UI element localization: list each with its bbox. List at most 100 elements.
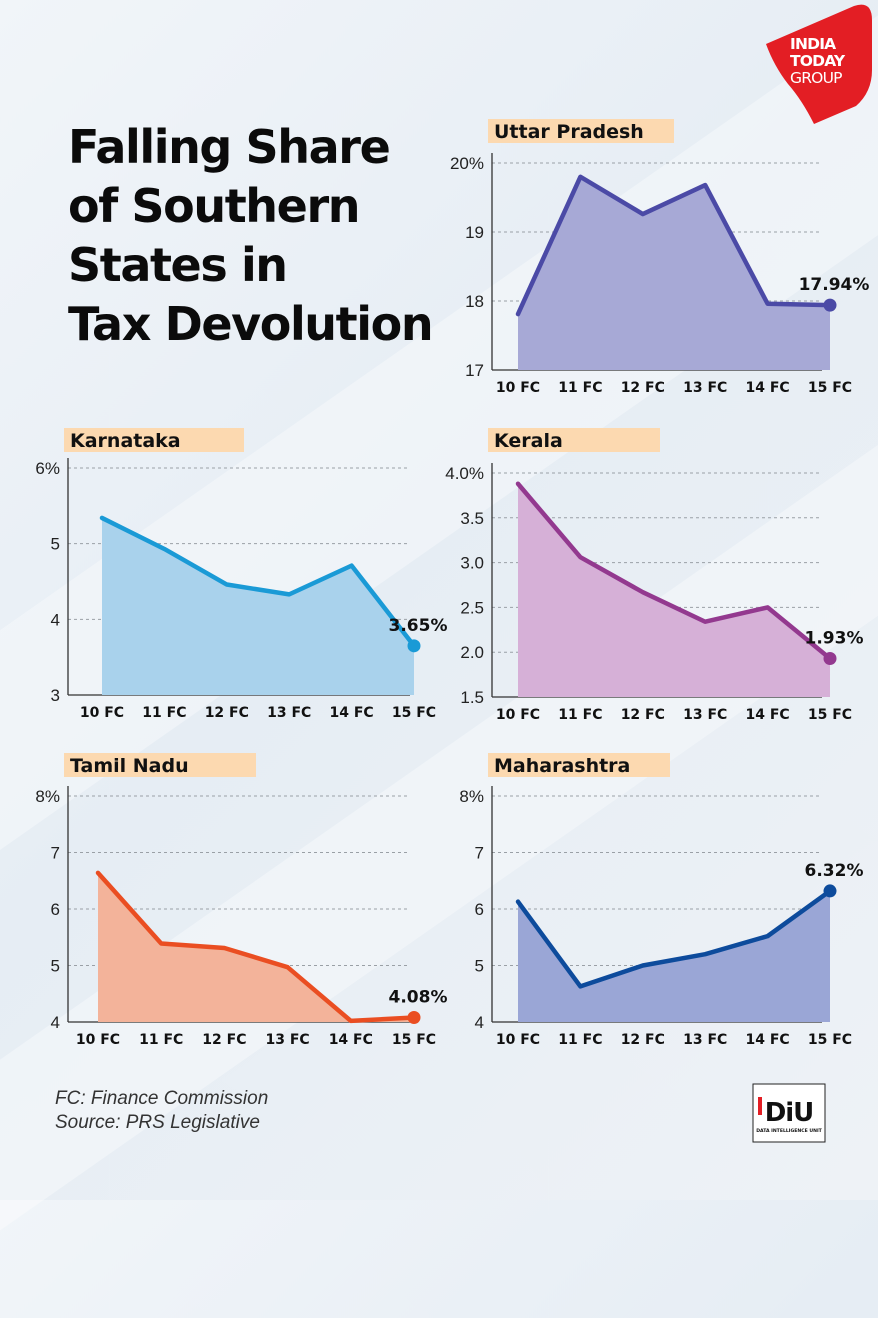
x-tick-label: 13 FC (683, 380, 727, 396)
footnote: FC: Finance Commission Source: PRS Legis… (55, 1087, 268, 1135)
end-point-marker (407, 639, 421, 653)
logo-line-2: TODAY (790, 52, 846, 70)
y-tick-label: 7 (51, 844, 60, 863)
title-line: Falling Share (68, 120, 391, 174)
diu-logo-frame (752, 1083, 826, 1143)
chart-title-highlight (488, 119, 674, 143)
x-tick-label: 15 FC (808, 1032, 852, 1048)
chart-title: Karnataka (70, 430, 181, 452)
chart-uttar-pradesh: Uttar Pradesh 17 18 19 20% 17.94% 10 FC 11 FC 12… (450, 119, 869, 396)
data-label: 3.65% (389, 616, 448, 636)
x-tick-label: 11 FC (142, 705, 186, 721)
y-tick-label: 4 (51, 610, 60, 629)
x-tick-label: 14 FC (329, 705, 373, 721)
x-tick-label: 10 FC (496, 707, 540, 723)
diu-logo-subtext: DATA INTELLIGENCE UNIT (756, 1128, 822, 1134)
chart-kerala: Kerala 1.5 2.0 2.5 3.0 3.5 4.0% 1.93% 10 FC 11 FC… (445, 428, 863, 723)
chart-maharashtra: Maharashtra 4 5 6 7 8% 6.32% 10 FC 11 FC 12 FC 13 … (459, 753, 863, 1048)
series-area (518, 890, 830, 1022)
chart-tamil-nadu: Tamil Nadu 4 5 6 7 8% 4.08% 10 FC 11 FC 12 FC 13 F… (35, 753, 448, 1048)
y-tick-label: 8% (35, 787, 60, 806)
end-point-marker (823, 884, 837, 898)
x-tick-label: 11 FC (558, 1032, 602, 1048)
x-tick-label: 12 FC (202, 1032, 246, 1048)
x-tick-label: 12 FC (621, 1032, 665, 1048)
title-line: States in (68, 238, 288, 292)
series-line (515, 481, 833, 661)
series-line (515, 174, 833, 317)
y-tick-label: 6 (475, 900, 484, 919)
x-tick-label: 11 FC (139, 1032, 183, 1048)
y-tick-label: 2.5 (460, 598, 484, 617)
end-point-marker (823, 298, 837, 312)
end-point-marker (407, 1010, 421, 1024)
data-label: 17.94% (799, 275, 870, 295)
y-tick-label: 4 (51, 1013, 60, 1032)
y-tick-label: 6 (51, 900, 60, 919)
y-tick-label: 5 (51, 957, 60, 976)
y-tick-label: 8% (459, 787, 484, 806)
diu-logo-text: DiU (765, 1098, 814, 1128)
series-line (99, 515, 417, 649)
data-label: 1.93% (805, 628, 864, 648)
chart-title: Tamil Nadu (70, 755, 189, 777)
x-tick-label: 11 FC (558, 380, 602, 396)
y-tick-label: 5 (51, 535, 60, 554)
title-line: Tax Devolution (68, 297, 434, 351)
x-tick-label: 15 FC (392, 705, 436, 721)
logo-badge (766, 4, 872, 124)
footnote-definition: FC: Finance Commission (55, 1088, 269, 1109)
x-tick-label: 15 FC (392, 1032, 436, 1048)
y-tick-label: 4 (475, 1013, 484, 1032)
x-tick-label: 14 FC (329, 1032, 373, 1048)
y-tick-label: 3.0 (460, 554, 484, 573)
x-tick-label: 10 FC (496, 1032, 540, 1048)
x-tick-label: 10 FC (80, 705, 124, 721)
series-area (518, 483, 830, 697)
x-tick-label: 14 FC (745, 707, 789, 723)
y-tick-label: 2.0 (460, 643, 484, 662)
x-tick-label: 15 FC (808, 380, 852, 396)
chart-title: Maharashtra (494, 755, 630, 777)
page-title: Falling Share of Southern States in Tax … (68, 118, 468, 354)
y-tick-label: 5 (475, 957, 484, 976)
footnote-source: Source: PRS Legislative (55, 1112, 260, 1133)
y-tick-label: 4.0% (445, 464, 484, 483)
y-tick-label: 20% (450, 154, 484, 173)
india-today-group-logo: INDIA TODAY GROUP (766, 4, 872, 124)
y-tick-label: 6% (35, 459, 60, 478)
x-tick-label: 10 FC (496, 380, 540, 396)
series-line (95, 870, 417, 1024)
x-tick-label: 12 FC (205, 705, 249, 721)
chart-karnataka: Karnataka 3 4 5 6% 3.65% 10 FC 11 FC 12 FC 13 FC 1… (35, 428, 448, 721)
x-tick-label: 11 FC (558, 707, 602, 723)
x-tick-label: 13 FC (683, 1032, 727, 1048)
x-tick-label: 13 FC (267, 705, 311, 721)
data-label: 4.08% (389, 987, 448, 1007)
y-tick-label: 1.5 (460, 688, 484, 707)
title-line: of Southern (68, 179, 360, 233)
series-line (515, 888, 833, 989)
y-tick-label: 7 (475, 844, 484, 863)
chart-title-highlight (64, 753, 256, 777)
y-tick-label: 18 (465, 292, 484, 311)
data-label: 6.32% (805, 861, 864, 881)
y-tick-label: 3.5 (460, 509, 484, 528)
x-tick-label: 12 FC (621, 707, 665, 723)
x-tick-label: 13 FC (265, 1032, 309, 1048)
series-area (518, 176, 830, 370)
diu-logo: DiU DATA INTELLIGENCE UNIT (752, 1083, 826, 1143)
x-tick-label: 10 FC (76, 1032, 120, 1048)
chart-title: Uttar Pradesh (494, 121, 644, 143)
x-tick-label: 15 FC (808, 707, 852, 723)
logo-line-1: INDIA (790, 35, 836, 53)
end-point-marker (823, 651, 837, 665)
y-tick-label: 17 (465, 361, 484, 380)
x-tick-label: 14 FC (745, 380, 789, 396)
x-tick-label: 13 FC (683, 707, 727, 723)
logo-line-3: GROUP (790, 69, 842, 87)
chart-title: Kerala (494, 430, 563, 452)
series-area (102, 517, 414, 695)
diu-logo-accent (758, 1097, 762, 1115)
chart-title-highlight (488, 428, 660, 452)
